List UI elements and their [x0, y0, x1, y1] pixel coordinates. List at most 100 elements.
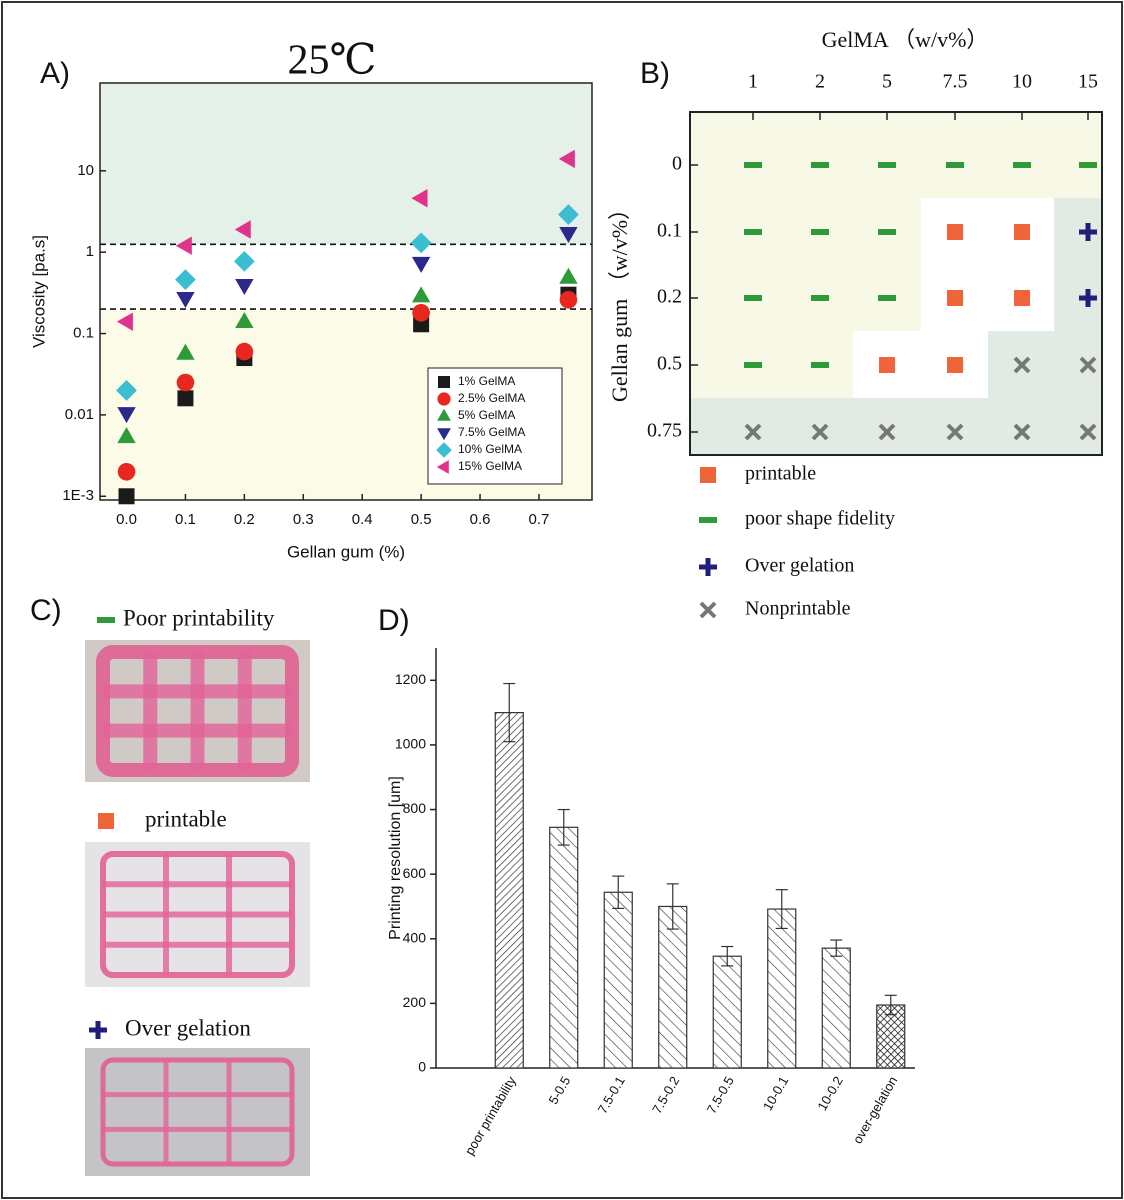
y-tick-label: 1000: [395, 736, 426, 752]
cell-bg: [690, 331, 787, 399]
symbol-poor: [744, 162, 762, 168]
row-label: 0: [672, 153, 682, 175]
band-mid: [100, 244, 592, 310]
x-tick-label: over-gelation: [850, 1074, 901, 1147]
marker: [437, 428, 451, 441]
x-tick-label: 7.5-0.2: [649, 1074, 682, 1117]
column-label: 2: [815, 71, 825, 93]
symbol-printable: [947, 290, 963, 306]
plot-frame: [99, 82, 593, 501]
bar: [876, 1004, 906, 1069]
marker: [558, 149, 575, 169]
symbol-poor: [97, 617, 115, 623]
x-tick-label: 0.0: [116, 511, 137, 528]
x-tick-label: 0.7: [529, 511, 550, 528]
photo-label: Over gelation: [125, 1015, 251, 1040]
y-tick-label: 1: [86, 243, 94, 260]
symbol-printable: [1014, 224, 1030, 240]
symbol-printable: [98, 813, 114, 829]
column-label: 7.5: [943, 71, 968, 93]
panel-label: A): [40, 57, 70, 90]
marker: [412, 303, 430, 322]
marker: [117, 407, 136, 424]
legend-box: [427, 367, 563, 485]
symbol-over: [1079, 223, 1097, 241]
symbol-non: [699, 601, 717, 619]
symbol-printable: [879, 357, 895, 373]
x-tick-label: 0.1: [175, 511, 196, 528]
bar: [712, 955, 742, 1069]
marker: [235, 312, 254, 329]
marker: [235, 279, 254, 296]
marker: [177, 390, 194, 407]
band-high: [100, 83, 592, 245]
symbol-poor: [878, 162, 896, 168]
marker: [437, 408, 451, 421]
marker: [438, 376, 450, 388]
marker: [436, 460, 449, 474]
symbol-poor: [878, 295, 896, 301]
symbol-printable: [1014, 290, 1030, 306]
marker: [175, 236, 192, 255]
marker: [118, 488, 135, 505]
symbol-poor: [744, 362, 762, 368]
row-label: 0.5: [657, 353, 682, 375]
bar: [767, 908, 797, 1069]
column-label: 1: [748, 71, 758, 93]
photo-label: printable: [145, 806, 227, 831]
grid-title: GelMA （w/v%）: [822, 27, 989, 52]
marker: [176, 373, 195, 392]
y-tick-label: 1E-3: [62, 487, 94, 504]
bar: [658, 905, 688, 1069]
y-tick-label: 600: [403, 865, 427, 881]
marker: [234, 220, 251, 239]
symbol-poor: [744, 295, 762, 301]
symbol-poor: [946, 162, 964, 168]
chart-title: 25℃: [288, 38, 377, 84]
marker: [175, 269, 196, 291]
symbol-non: [1079, 423, 1097, 441]
marker: [176, 343, 195, 360]
marker: [436, 442, 452, 458]
photo-label: Poor printability: [123, 605, 275, 630]
legend-label: poor shape fidelity: [745, 508, 895, 530]
cell-bg: [1054, 331, 1102, 399]
marker: [411, 286, 431, 303]
y-tick-label: 0.01: [65, 406, 94, 423]
marker: [116, 380, 137, 401]
marker: [411, 189, 428, 208]
marker: [117, 427, 136, 444]
legend-label: 2.5% GelMA: [458, 391, 525, 405]
symbol-over: [89, 1021, 107, 1039]
x-tick-label: 10-0.1: [760, 1074, 791, 1113]
marker: [411, 256, 431, 273]
marker: [233, 251, 255, 272]
symbol-poor: [811, 362, 829, 368]
legend-label: Nonprintable: [745, 598, 851, 620]
cell-bg: [853, 398, 921, 455]
symbol-printable: [947, 357, 963, 373]
photo-scaffold: [100, 1057, 295, 1167]
grid-frame: [689, 111, 1103, 456]
marker: [117, 462, 136, 481]
marker: [559, 290, 578, 309]
panel-label: D): [378, 604, 410, 637]
symbol-poor: [1079, 162, 1097, 168]
symbol-poor: [1013, 162, 1031, 168]
column-label: 5: [882, 71, 892, 93]
y-tick-label: 1200: [395, 671, 426, 687]
bar: [549, 826, 579, 1069]
symbol-non: [946, 423, 964, 441]
symbol-over: [699, 558, 717, 576]
marker: [410, 232, 432, 254]
marker: [235, 342, 254, 361]
y-tick-label: 800: [403, 800, 427, 816]
legend-label: 7.5% GelMA: [458, 425, 525, 439]
x-tick-label: 5-0.5: [546, 1074, 574, 1107]
legend-label: 15% GelMA: [458, 459, 522, 473]
symbol-non: [878, 423, 896, 441]
symbol-non: [1013, 423, 1031, 441]
symbol-poor: [811, 295, 829, 301]
cell-bg: [921, 398, 989, 455]
